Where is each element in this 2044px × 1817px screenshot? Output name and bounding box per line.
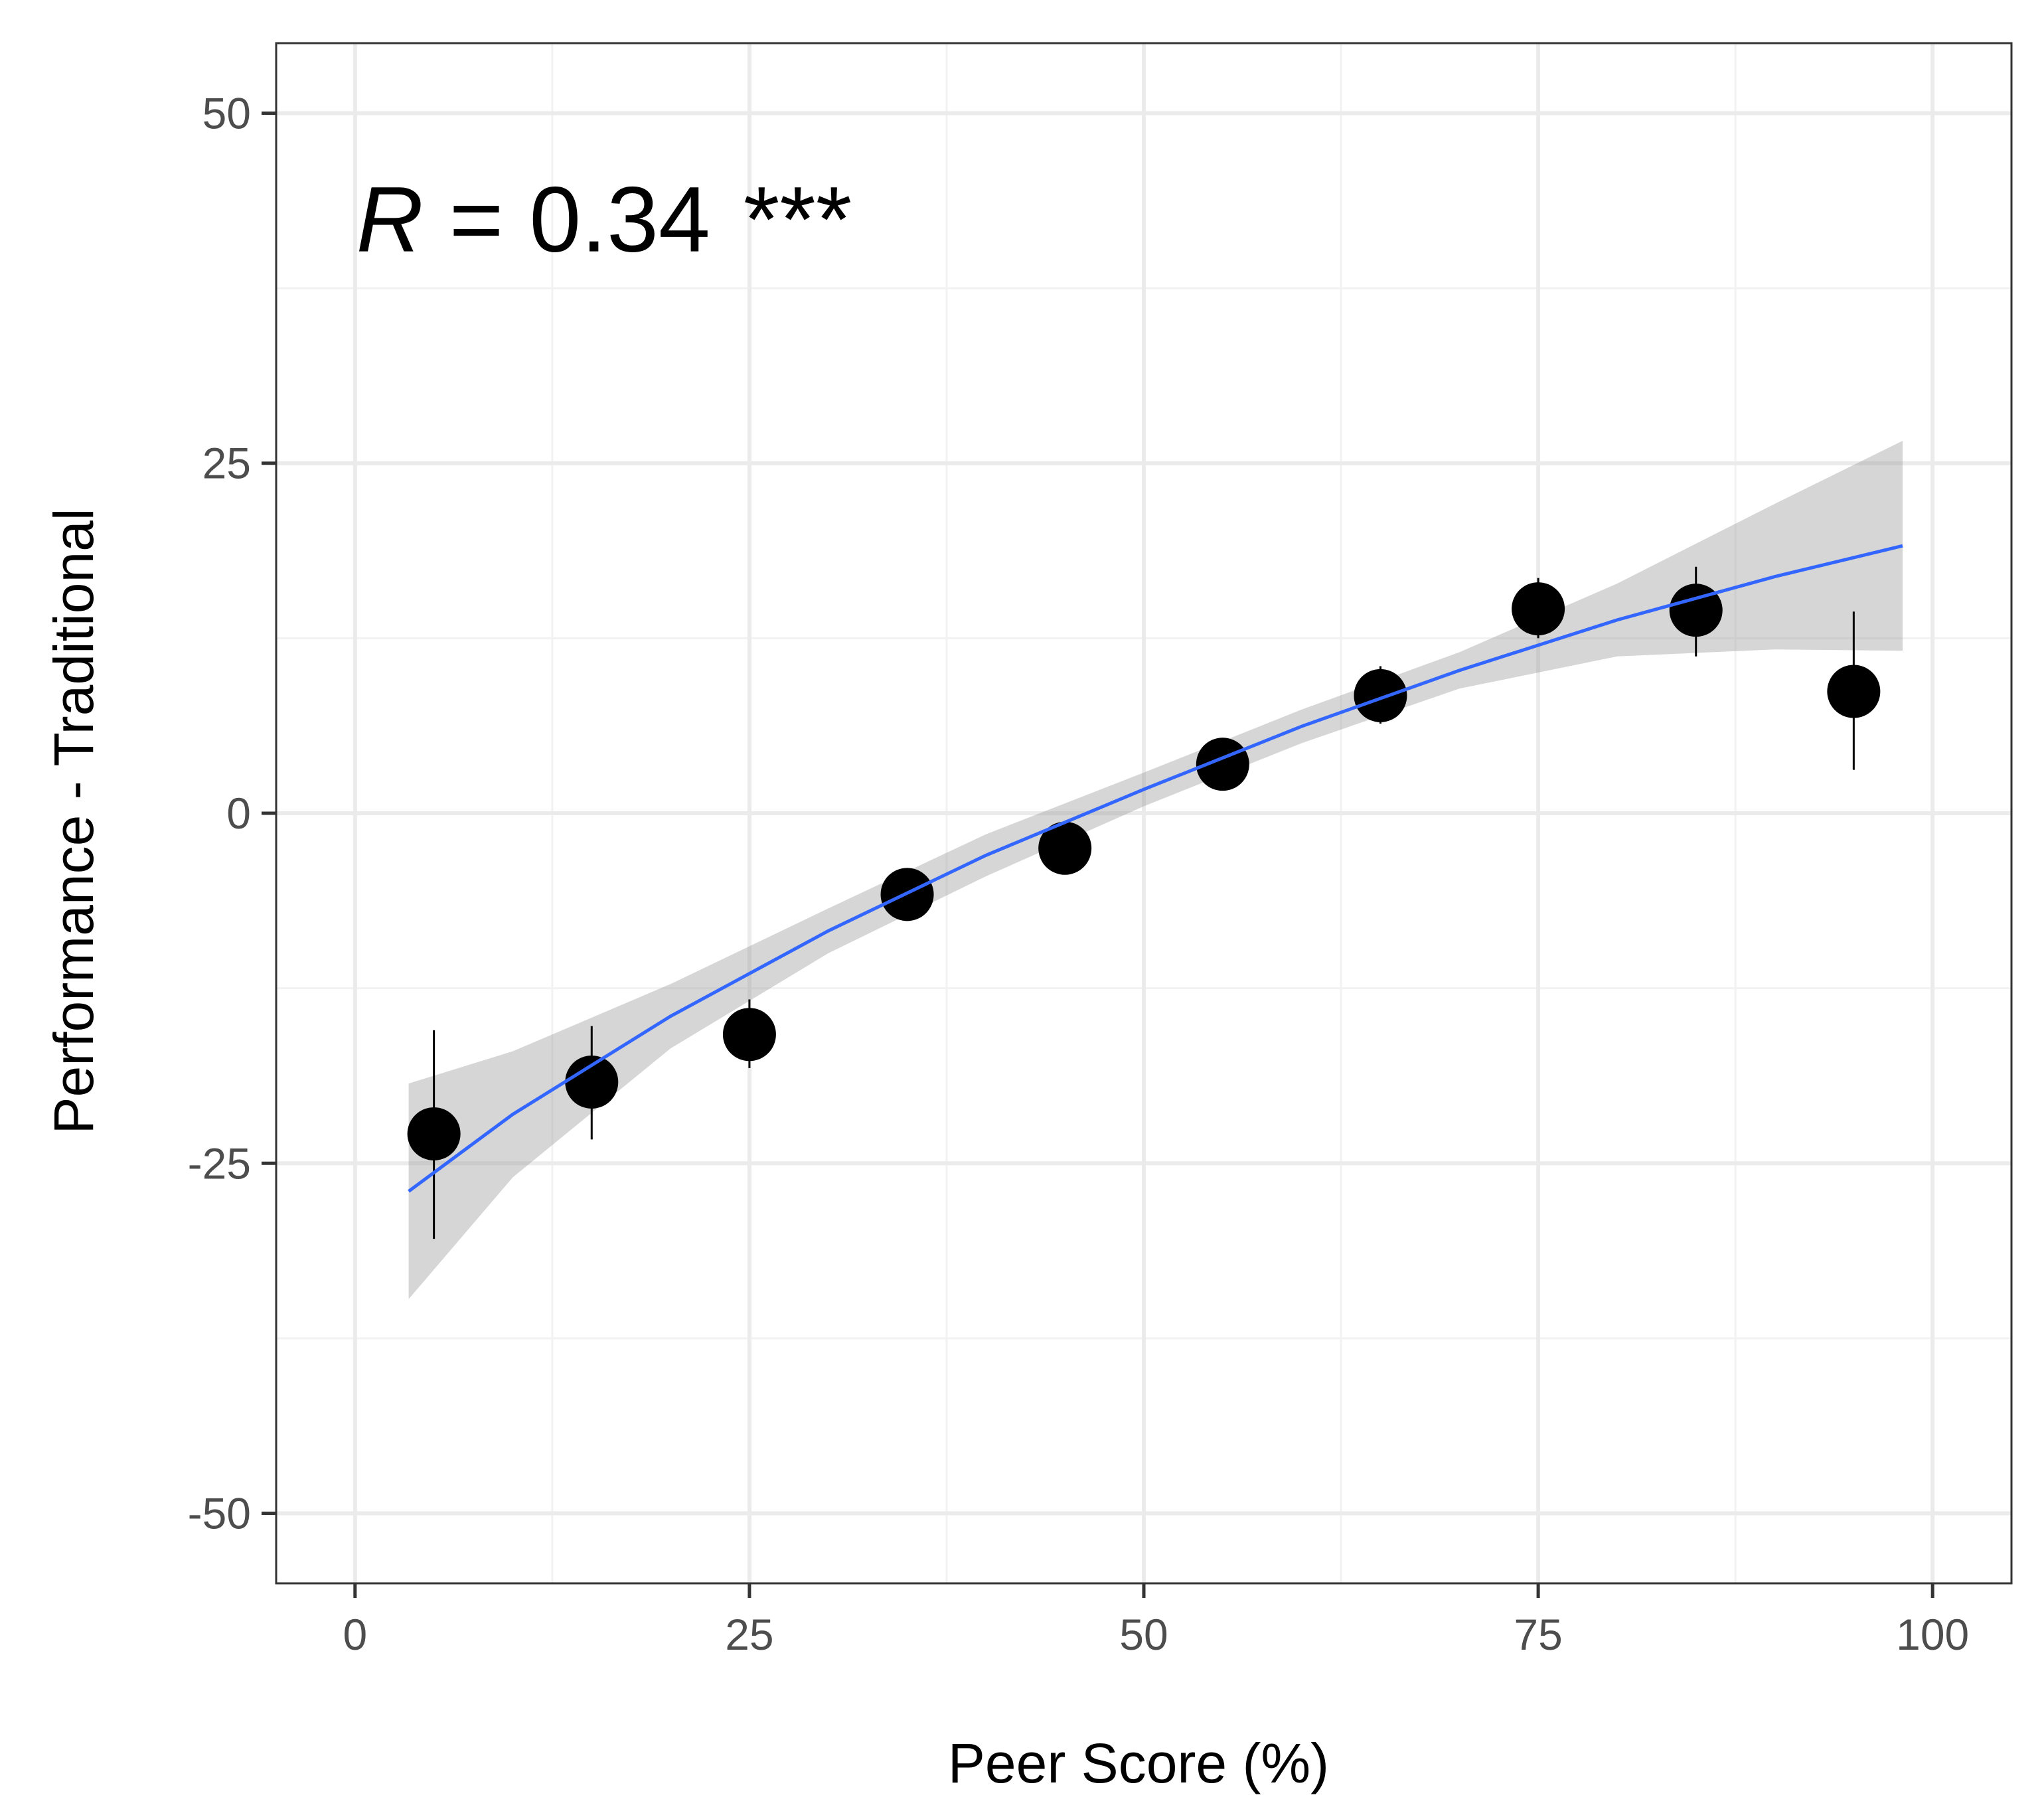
data-point <box>407 1107 461 1160</box>
confidence-band-layer <box>408 441 1903 1299</box>
annotation-eq: = <box>424 167 530 272</box>
x-axis-ticks: 0 25 50 75 100 <box>343 1583 1969 1659</box>
y-tick-label: -50 <box>188 1489 251 1538</box>
data-point <box>1354 669 1407 722</box>
data-point <box>565 1055 619 1109</box>
y-axis-title: Performance - Traditional <box>42 508 105 1134</box>
data-point <box>1827 665 1881 718</box>
y-tick-label: 50 <box>202 88 251 137</box>
annotation-significance: *** <box>744 167 852 272</box>
x-axis-title: Peer Score (%) <box>948 1732 1329 1794</box>
y-axis-ticks: -50 -25 0 25 50 <box>188 88 276 1538</box>
data-point <box>1669 584 1723 637</box>
correlation-annotation: R = 0.34 *** <box>356 167 852 272</box>
x-tick-label: 100 <box>1896 1610 1969 1659</box>
annotation-value: 0.34 <box>529 167 710 272</box>
y-tick-label: 25 <box>202 439 251 488</box>
x-tick-label: 0 <box>343 1610 367 1659</box>
smooth-line <box>408 544 1903 1193</box>
grid-major-lines <box>276 43 2011 1583</box>
x-tick-label: 25 <box>725 1610 773 1659</box>
data-point <box>1512 582 1565 636</box>
x-tick-label: 50 <box>1119 1610 1168 1659</box>
y-tick-label: 0 <box>226 789 251 838</box>
data-point <box>1038 821 1092 875</box>
x-tick-label: 75 <box>1514 1610 1562 1659</box>
confidence-band <box>408 441 1903 1299</box>
smooth-line-layer <box>408 544 1903 1193</box>
annotation-var: R <box>356 167 424 272</box>
data-point <box>722 1008 776 1062</box>
y-tick-label: -25 <box>188 1139 251 1188</box>
